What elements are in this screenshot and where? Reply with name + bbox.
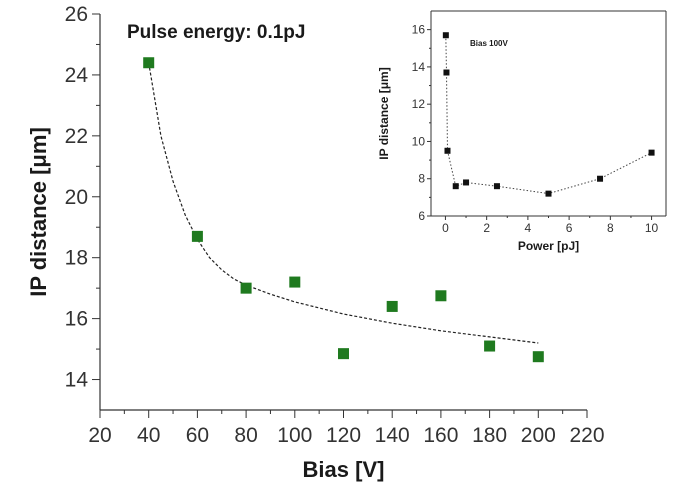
main-x-tick-label: 160 <box>423 424 458 447</box>
inset-data-point <box>463 179 470 186</box>
main-x-tick-label: 20 <box>88 424 111 447</box>
inset-data-point <box>444 147 451 154</box>
main-data-point <box>386 300 398 312</box>
main-x-tick-label: 200 <box>521 424 556 447</box>
inset-data-points <box>442 32 655 197</box>
main-y-tick-label: 20 <box>65 186 88 209</box>
main-data-point <box>143 57 155 69</box>
inset-x-tick-label: 6 <box>566 221 573 235</box>
main-x-axis-title: Bias [V] <box>303 457 385 482</box>
inset-tick-labels: 0 2 4 6 8 10 6 8 10 12 14 16 <box>412 23 659 235</box>
main-data-point <box>191 230 203 242</box>
main-x-tick-label: 220 <box>569 424 604 447</box>
main-x-tick-label: 100 <box>277 424 312 447</box>
inset-x-tick-label: 0 <box>442 221 449 235</box>
main-data-point <box>289 276 301 288</box>
main-data-point <box>484 340 496 352</box>
inset-x-tick-label: 10 <box>645 221 659 235</box>
inset-data-point <box>452 183 459 190</box>
main-y-tick-label: 22 <box>65 125 88 148</box>
inset-data-point <box>545 190 552 197</box>
inset-x-tick-label: 8 <box>607 221 614 235</box>
main-fit-curve-group <box>148 62 539 344</box>
inset-data-point <box>442 32 449 39</box>
inset-y-tick-label: 8 <box>418 172 425 186</box>
inset-data-point <box>648 149 655 156</box>
inset-y-axis-title: IP distance [μm] <box>377 67 391 159</box>
inset-x-tick-label: 4 <box>525 221 532 235</box>
inset-data-point <box>443 69 450 76</box>
inset-y-tick-label: 16 <box>412 23 426 37</box>
inset-y-tick-label: 14 <box>412 60 426 74</box>
main-y-tick-label: 18 <box>65 247 88 270</box>
main-x-tick-label: 40 <box>137 424 160 447</box>
inset-annotation: Bias 100V <box>470 39 508 48</box>
inset-axes <box>427 10 667 220</box>
inset-data-point <box>597 175 604 182</box>
inset-y-tick-label: 10 <box>412 134 426 148</box>
main-x-tick-label: 140 <box>375 424 410 447</box>
main-data-points <box>143 57 544 363</box>
main-y-axis-title: IP distance [μm] <box>26 127 51 297</box>
main-data-point <box>532 351 544 363</box>
main-chart: 20 40 60 80 100 120 140 160 180 200 22014161820222… <box>26 3 605 482</box>
inset-series-line <box>445 35 652 195</box>
main-x-tick-label: 120 <box>326 424 361 447</box>
main-y-tick-label: 14 <box>65 369 89 392</box>
main-y-tick-label: 16 <box>65 308 88 331</box>
main-annotation: Pulse energy: 0.1pJ <box>127 22 305 43</box>
inset-y-tick-label: 6 <box>418 209 425 223</box>
main-x-tick-label: 60 <box>186 424 209 447</box>
inset-data-point <box>493 183 500 190</box>
main-y-tick-label: 26 <box>65 3 88 26</box>
main-y-tick-label: 24 <box>65 64 89 87</box>
main-data-point <box>240 282 252 294</box>
main-tick-labels: 20 40 60 80 100 120 140 160 180 200 22014161820222… <box>65 3 605 447</box>
main-data-point <box>435 290 447 302</box>
inset-connector-line-group <box>445 35 652 195</box>
main-axes <box>92 13 588 418</box>
main-data-point <box>338 348 349 360</box>
main-x-tick-label: 180 <box>472 424 507 447</box>
inset-y-tick-label: 12 <box>412 97 426 111</box>
main-x-tick-label: 80 <box>234 424 257 447</box>
inset-x-tick-label: 2 <box>483 221 490 235</box>
inset-chart: 0 2 4 6 8 10 6 8 10 12 14 16 Power [pJ] IP distance… <box>377 10 667 253</box>
main-fit-curve <box>148 62 539 344</box>
inset-x-axis-title: Power [pJ] <box>518 239 579 253</box>
